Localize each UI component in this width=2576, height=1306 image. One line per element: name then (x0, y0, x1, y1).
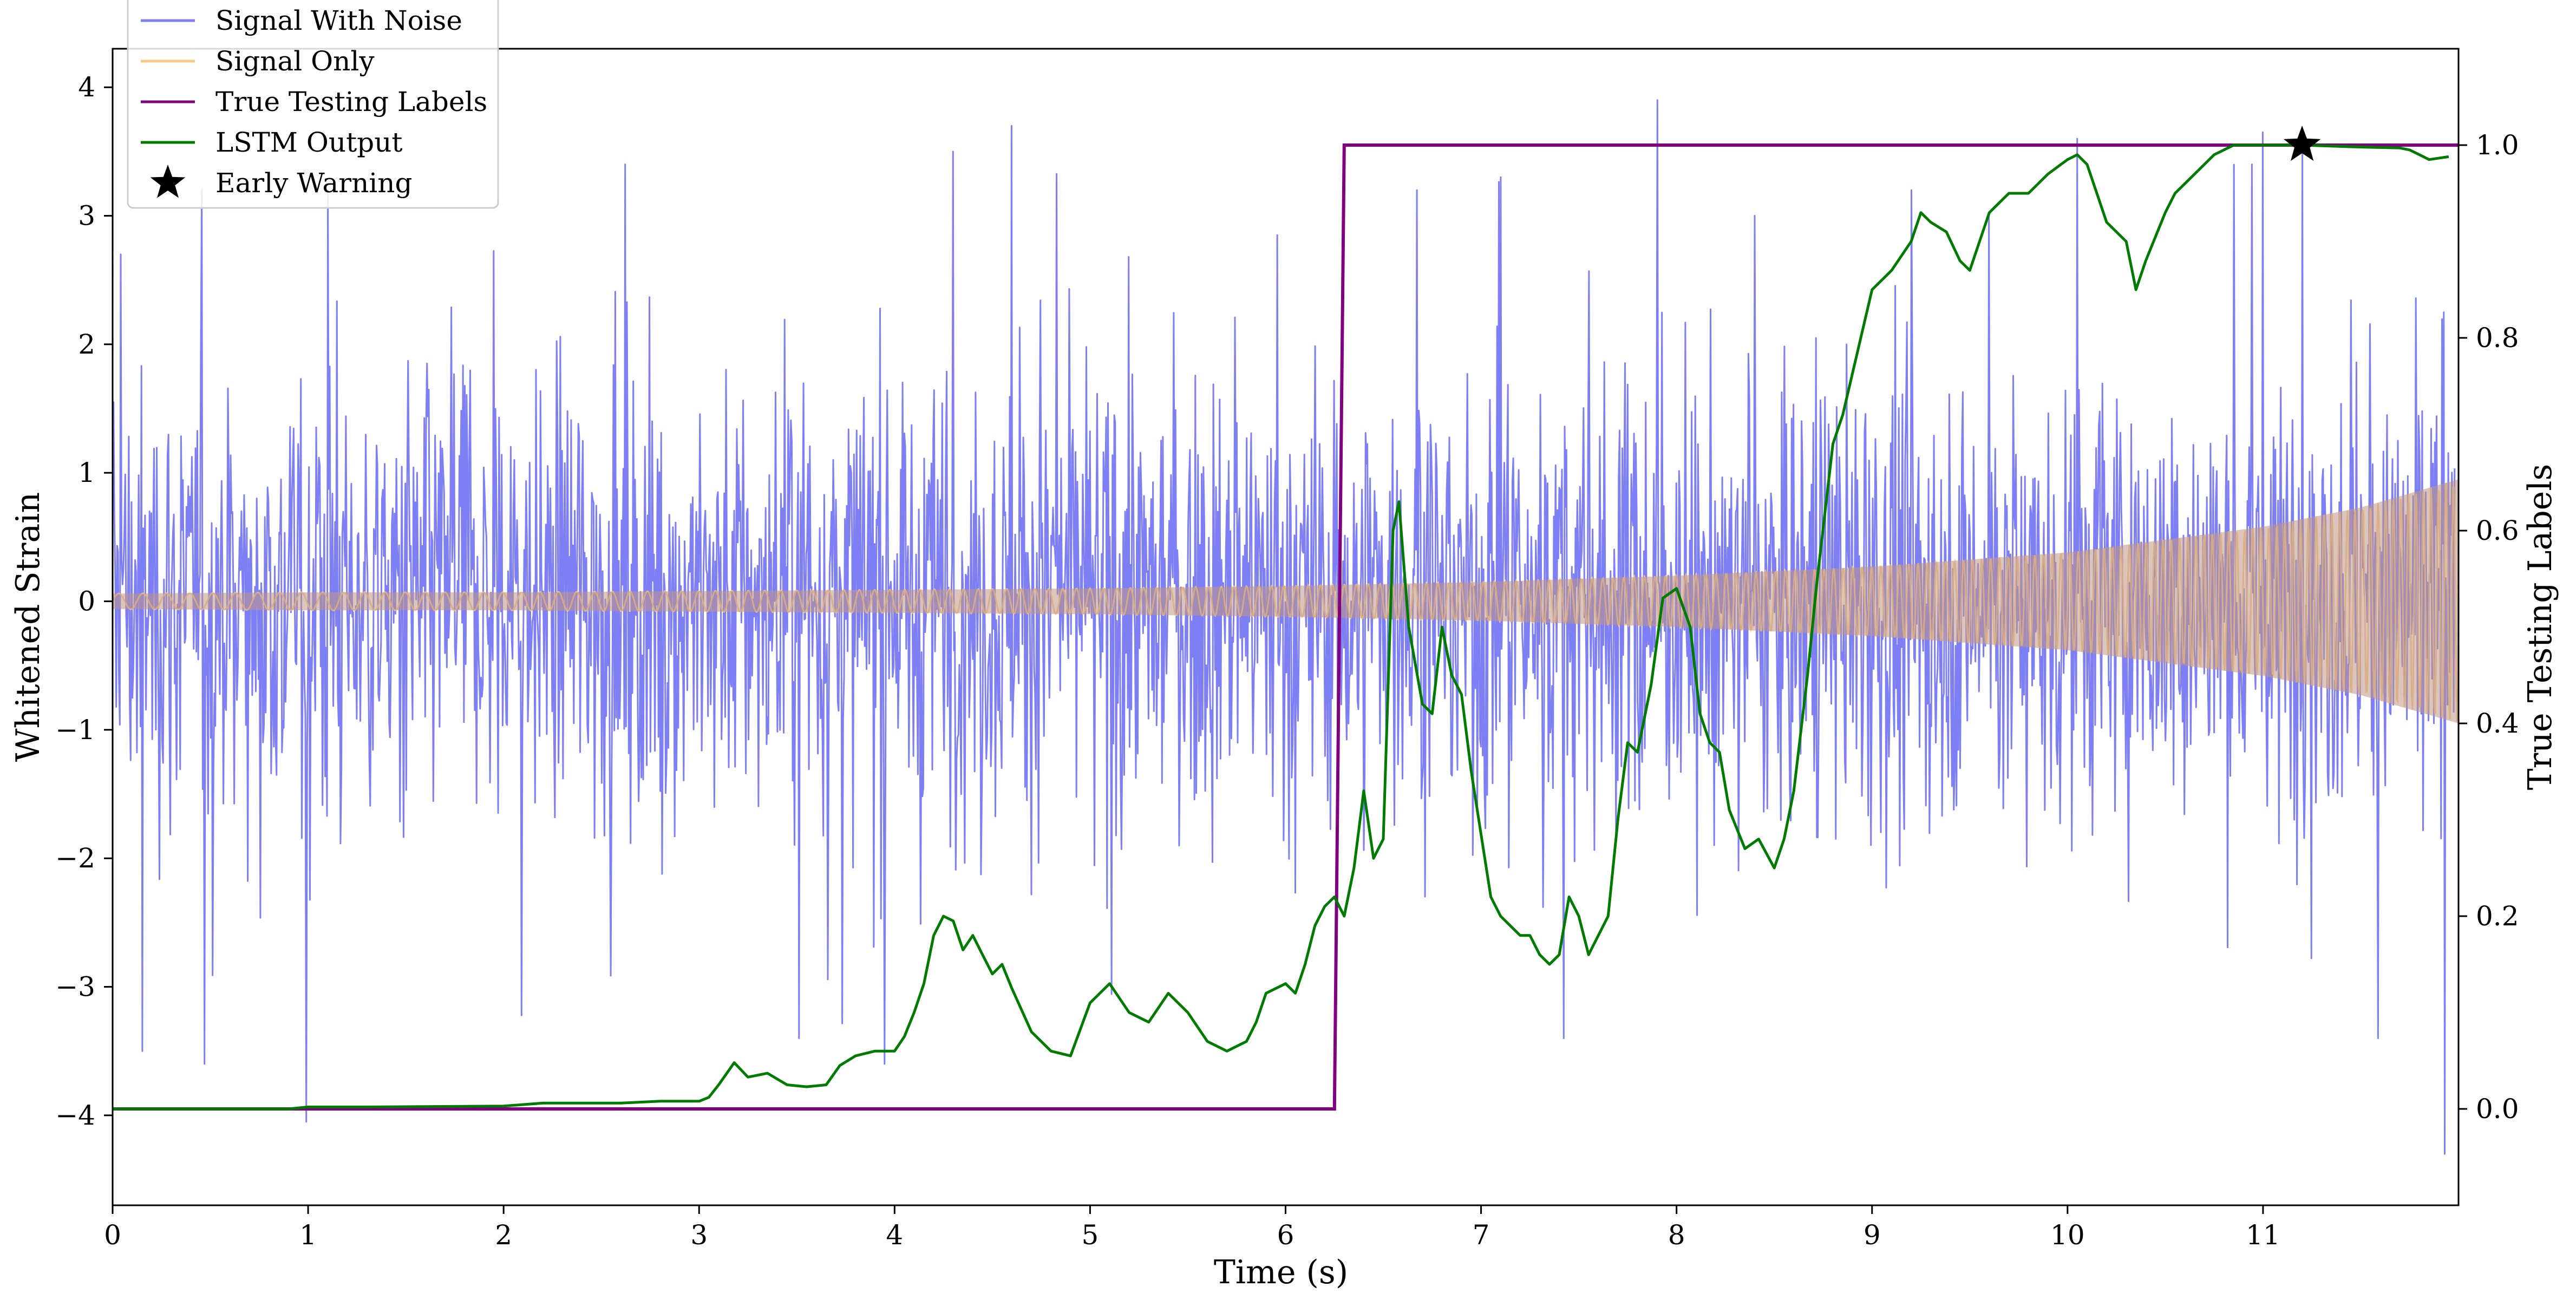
lstm-output-series (113, 143, 2449, 1111)
y2-tick-label: 0.4 (2476, 708, 2519, 739)
true-testing-labels-line (113, 143, 2459, 1111)
legend-label-true-testing-labels: True Testing Labels (215, 86, 487, 117)
y-tick-label: 3 (78, 200, 95, 232)
y2-tick-label: 0.0 (2476, 1093, 2519, 1125)
x-tick-label: 5 (1082, 1219, 1099, 1251)
y-tick-label: 2 (78, 329, 95, 360)
x-tick-label: 11 (2246, 1219, 2280, 1251)
legend-label-lstm-output: LSTM Output (215, 127, 402, 158)
x-tick-label: 4 (886, 1219, 903, 1251)
y-tick-label: −1 (55, 714, 95, 746)
x-axis-label: Time (s) (1214, 1253, 1348, 1291)
x-tick-label: 10 (2050, 1219, 2085, 1251)
y-tick-label: 1 (78, 457, 95, 488)
y2-tick-label: 1.0 (2476, 129, 2519, 161)
y-tick-label: 0 (78, 586, 95, 617)
x-tick-label: 3 (690, 1219, 708, 1251)
legend-label-signal-with-noise: Signal With Noise (215, 5, 462, 36)
legend: Signal With Noise Signal Only True Testi… (127, 0, 499, 209)
x-axis: 0 1 2 3 4 5 6 7 8 9 10 11 (104, 1205, 2280, 1251)
y-tick-label: 4 (78, 71, 95, 103)
legend-label-signal-only: Signal Only (215, 45, 375, 77)
y-axis-label: Whitened Strain (9, 492, 47, 762)
y2-tick-label: 0.2 (2476, 900, 2519, 932)
signal-overlap-area (113, 479, 2459, 723)
y-tick-label: −4 (55, 1100, 95, 1131)
x-tick-label: 1 (299, 1219, 317, 1251)
y-tick-label: −2 (55, 843, 95, 874)
x-tick-label: 8 (1668, 1219, 1685, 1251)
early-warning-marker (2283, 126, 2321, 161)
y2-tick-label: 0.6 (2476, 515, 2519, 546)
y2-axis-label: True Testing Labels (2521, 464, 2559, 791)
x-tick-label: 6 (1277, 1219, 1294, 1251)
early-warning-markers (2283, 126, 2321, 161)
true-testing-labels-series (113, 143, 2459, 1111)
y-tick-label: −3 (55, 971, 95, 1003)
legend-box (127, 0, 499, 209)
y2-tick-label: 0.8 (2476, 322, 2519, 354)
signal-envelope-fill (113, 479, 2459, 723)
x-tick-label: 9 (1864, 1219, 1881, 1251)
legend-swatch-early-warning-star-icon (150, 165, 186, 198)
y-axis-left: 4 3 2 1 0 −1 −2 −3 −4 (55, 71, 113, 1131)
y-axis-right: 0.0 0.2 0.4 0.6 0.8 1.0 (2459, 129, 2519, 1125)
x-tick-label: 2 (495, 1219, 512, 1251)
x-tick-label: 7 (1473, 1219, 1490, 1251)
lstm-output-line (113, 143, 2449, 1111)
x-tick-label: 0 (104, 1219, 121, 1251)
legend-label-early-warning: Early Warning (215, 167, 413, 199)
